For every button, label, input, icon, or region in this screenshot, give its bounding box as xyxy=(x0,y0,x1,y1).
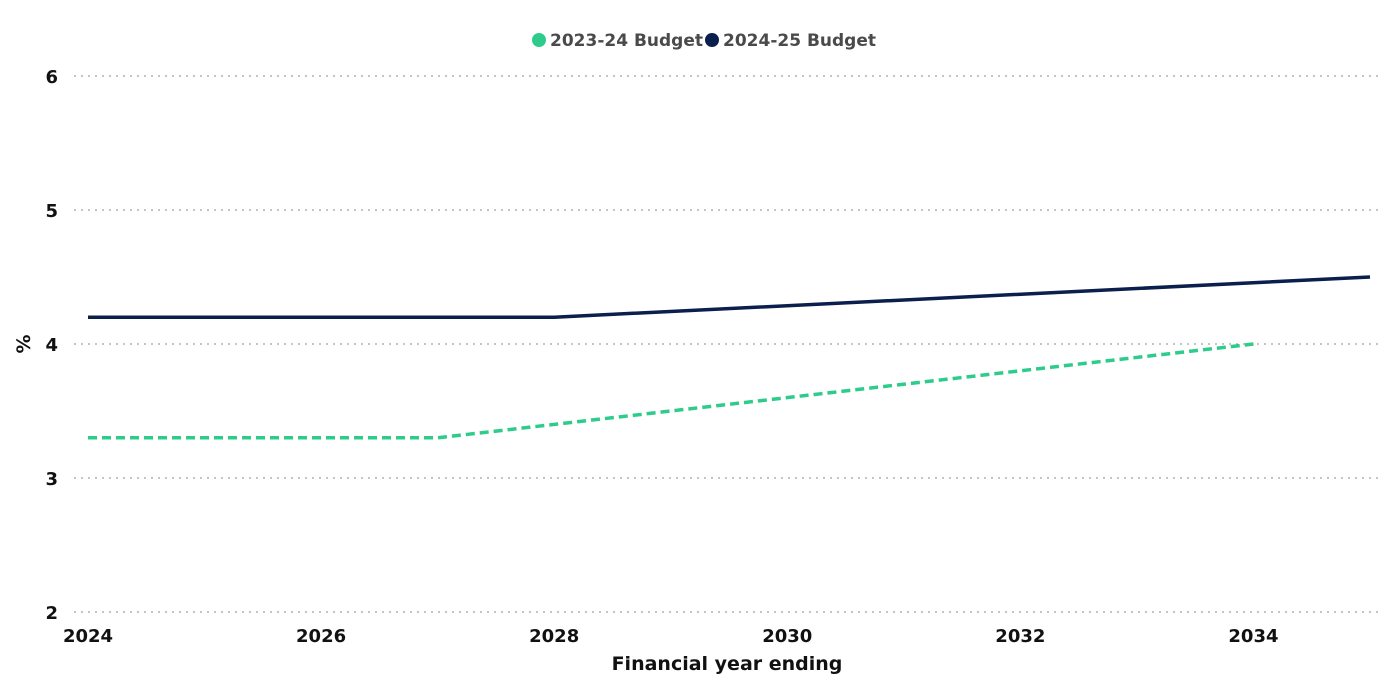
y-axis-title: % xyxy=(13,334,35,353)
legend-label-1: 2023-24 Budget xyxy=(550,31,703,51)
y-tick-label: 6 xyxy=(45,67,58,88)
series-line-1 xyxy=(88,342,1254,440)
x-tick-label: 2026 xyxy=(296,626,346,647)
legend-label-2: 2024-25 Budget xyxy=(723,31,876,51)
y-tick-label: 3 xyxy=(45,469,58,490)
x-tick-label: 2030 xyxy=(762,626,812,647)
legend-marker-2 xyxy=(705,33,719,47)
x-tick-label: 2028 xyxy=(529,626,579,647)
x-tick-label: 2024 xyxy=(63,626,113,647)
y-tick-label: 5 xyxy=(45,201,58,222)
x-tick-label: 2034 xyxy=(1228,626,1278,647)
legend-marker-1 xyxy=(532,33,546,47)
x-axis-title: Financial year ending xyxy=(612,653,843,675)
series-layer xyxy=(88,275,1371,440)
gridlines xyxy=(74,75,1380,613)
x-tick-label: 2032 xyxy=(995,626,1045,647)
legend: 2023-24 Budget 2024-25 Budget xyxy=(532,31,876,51)
series-line-2 xyxy=(88,275,1371,319)
x-axis-ticks: 2024 2026 2028 2030 2032 2034 xyxy=(63,626,1279,647)
y-tick-label: 2 xyxy=(45,603,58,624)
y-axis-ticks: 2 3 4 5 6 xyxy=(45,67,58,624)
y-tick-label: 4 xyxy=(45,335,58,356)
